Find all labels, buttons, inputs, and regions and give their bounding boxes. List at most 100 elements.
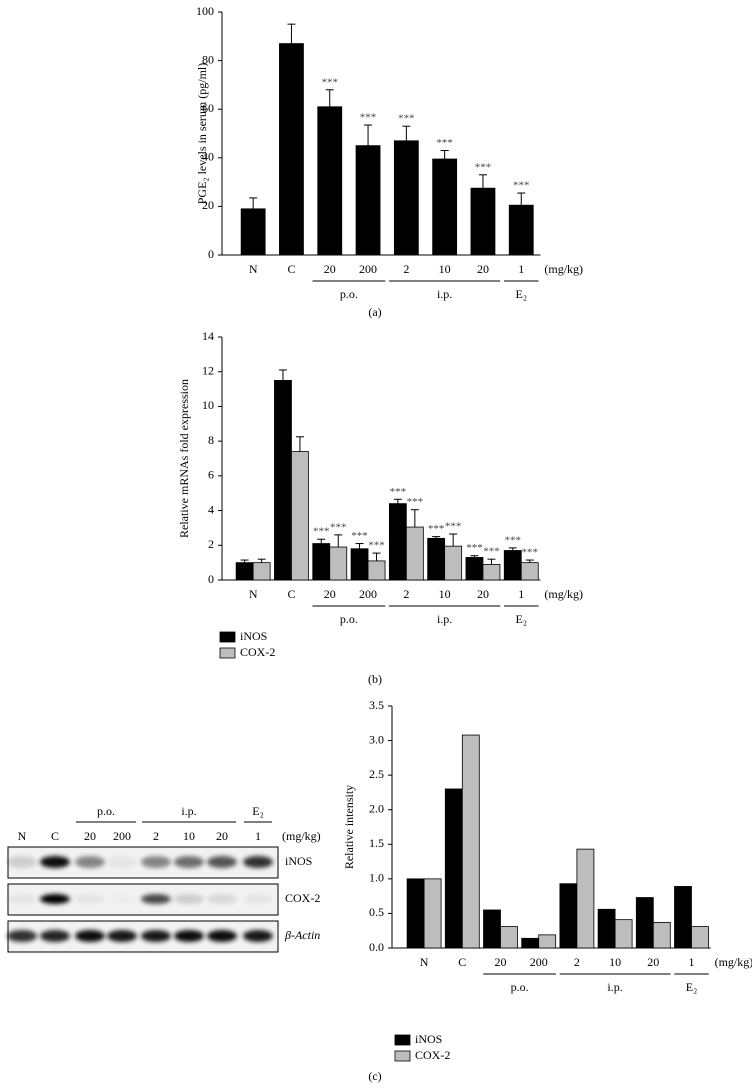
error-bar <box>287 23 296 44</box>
legend-swatch <box>394 1050 411 1062</box>
panel-label: (b) <box>368 672 382 686</box>
error-bar <box>240 559 249 563</box>
group-label: E₂ <box>252 804 264 818</box>
error-bar <box>325 89 334 107</box>
blot-band <box>243 856 273 868</box>
x-tick-label: 20 <box>477 587 489 601</box>
blot-band <box>7 930 37 942</box>
error-bar <box>525 559 534 563</box>
legend-label: iNOS <box>415 1032 442 1046</box>
bar <box>538 934 557 949</box>
bar <box>652 922 671 949</box>
significance: *** <box>483 546 500 558</box>
error-bar <box>372 552 381 561</box>
x-tick-label: 2 <box>403 262 409 276</box>
bar <box>274 379 292 581</box>
y-tick-label: 10 <box>202 398 214 412</box>
significance: *** <box>445 521 462 533</box>
group-label: E₂ <box>515 612 527 626</box>
unit-label: (mg/kg) <box>544 262 583 276</box>
blot-row <box>7 846 279 879</box>
y-axis-label: Relative mRNAs fold expression <box>177 379 191 538</box>
bar <box>388 503 407 581</box>
lane-label: C <box>51 829 59 843</box>
unit-label: (mg/kg) <box>715 955 752 969</box>
y-tick-label: 3.0 <box>369 732 384 746</box>
x-tick-label: C <box>287 262 295 276</box>
error-bar <box>402 125 411 141</box>
bar <box>240 208 266 256</box>
blot-band <box>207 894 237 904</box>
bar <box>393 140 419 256</box>
bar <box>597 908 616 949</box>
lane-label: 20 <box>216 829 228 843</box>
panel-label: (c) <box>368 1069 381 1083</box>
x-tick-label: N <box>249 262 258 276</box>
blot-band <box>75 856 105 868</box>
significance: *** <box>475 161 492 173</box>
x-tick-label: N <box>420 955 429 969</box>
panel-label: (a) <box>368 305 381 319</box>
bar <box>367 560 386 581</box>
blot-band <box>75 894 105 904</box>
error-bar <box>249 197 258 209</box>
x-tick-label: 1 <box>689 955 695 969</box>
bar <box>427 537 446 581</box>
y-tick-label: 8 <box>208 433 214 447</box>
bar <box>465 557 484 581</box>
group-label: p.o. <box>340 612 358 626</box>
bar <box>252 562 271 581</box>
x-tick-label: 200 <box>359 262 377 276</box>
blot-band <box>207 856 237 868</box>
error-bar <box>278 369 287 381</box>
error-bar <box>410 509 419 528</box>
y-tick-label: 2 <box>208 537 214 551</box>
group-label: E₂ <box>686 980 698 994</box>
y-axis-label: PGE₂ levels in serum (pg/ml) <box>195 63 209 205</box>
lane-label: 10 <box>183 829 195 843</box>
bar <box>691 926 709 949</box>
error-bar <box>364 124 373 146</box>
significance: *** <box>522 547 539 559</box>
group-label: i.p. <box>181 804 196 818</box>
y-tick-label: 6 <box>208 468 214 482</box>
y-tick-label: 40 <box>202 150 214 164</box>
y-tick-label: 60 <box>202 101 214 115</box>
x-tick-label: N <box>249 587 258 601</box>
blot-row-label: β-Actin <box>284 928 320 942</box>
error-bar <box>508 547 517 551</box>
blot-band <box>40 894 70 904</box>
group-label: E₂ <box>515 287 527 301</box>
group-label: i.p. <box>437 287 452 301</box>
blot-band <box>243 930 273 942</box>
bar <box>405 526 424 581</box>
significance: *** <box>313 526 330 538</box>
blot-band <box>7 894 37 904</box>
blot-band <box>40 930 70 942</box>
y-tick-label: 1.5 <box>369 836 384 850</box>
group-label: p.o. <box>511 980 529 994</box>
blot-band <box>243 894 273 904</box>
legend-swatch <box>219 647 236 659</box>
legend-label: COX-2 <box>240 645 275 659</box>
bar <box>559 883 578 949</box>
unit-label: (mg/kg) <box>282 829 321 843</box>
blot-band <box>141 930 171 942</box>
error-bar <box>449 533 458 547</box>
bar <box>329 546 348 581</box>
legend-label: iNOS <box>240 629 267 643</box>
y-tick-label: 2.5 <box>369 767 384 781</box>
x-tick-label: 10 <box>439 262 451 276</box>
y-tick-label: 3.5 <box>369 698 384 712</box>
x-tick-label: 2 <box>574 955 580 969</box>
bar <box>503 550 522 581</box>
group-label: i.p. <box>607 980 622 994</box>
x-tick-label: 10 <box>609 955 621 969</box>
blot-band <box>7 856 37 868</box>
bar <box>508 204 534 256</box>
error-bar <box>295 436 304 452</box>
unit-label: (mg/kg) <box>544 587 583 601</box>
lane-label: 2 <box>153 829 159 843</box>
bar <box>674 886 692 949</box>
lane-label: 200 <box>113 829 131 843</box>
